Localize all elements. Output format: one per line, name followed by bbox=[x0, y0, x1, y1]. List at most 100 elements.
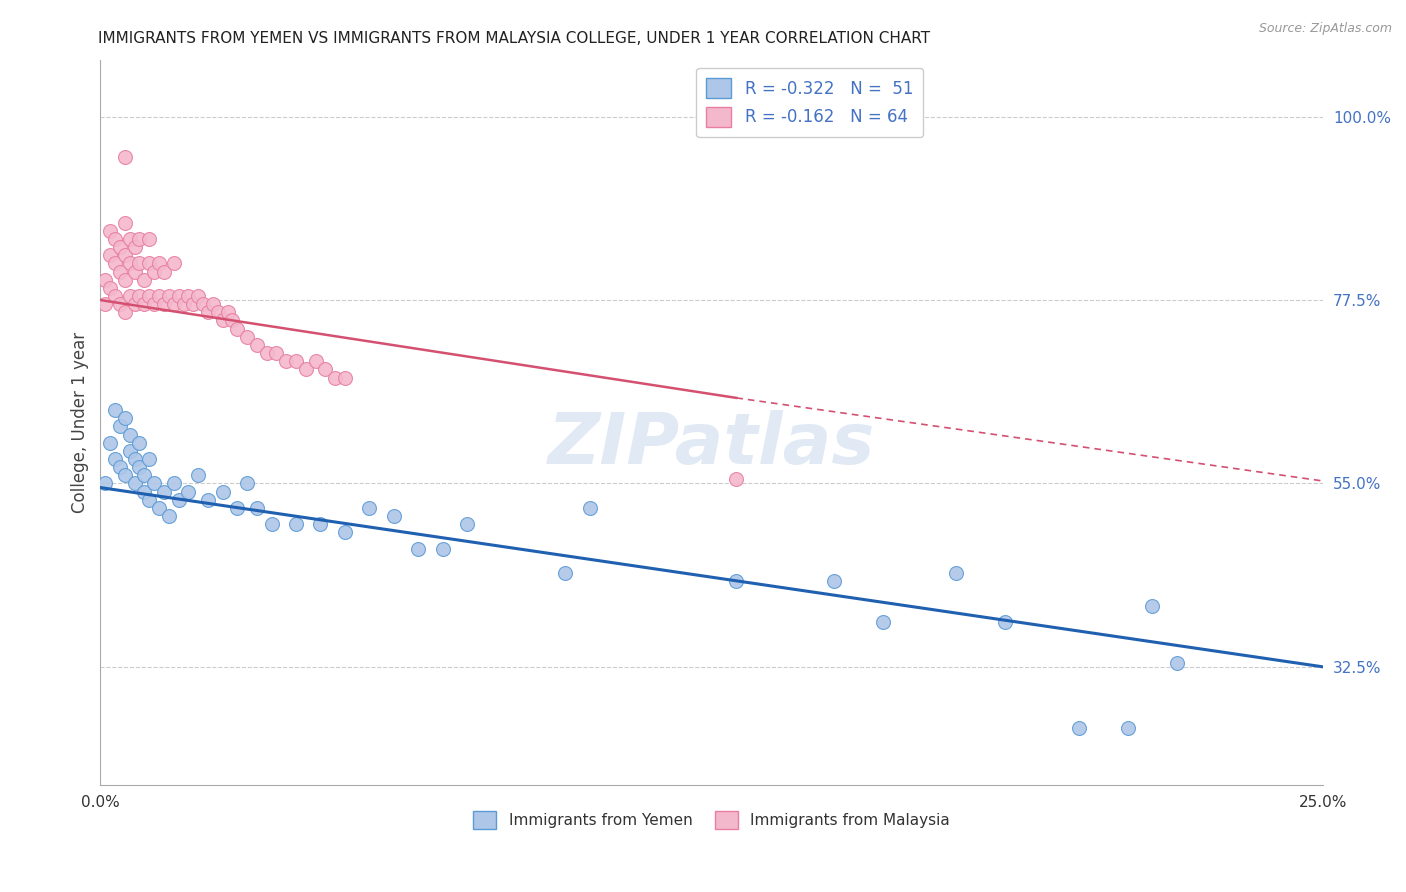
Point bbox=[167, 492, 190, 507]
Point bbox=[333, 370, 356, 384]
Point bbox=[945, 566, 967, 581]
Point bbox=[163, 297, 186, 311]
Point bbox=[124, 476, 146, 491]
Point bbox=[143, 297, 166, 311]
Point bbox=[236, 476, 259, 491]
Point bbox=[104, 403, 127, 417]
Point bbox=[408, 541, 430, 556]
Point bbox=[124, 297, 146, 311]
Point bbox=[138, 256, 160, 270]
Point bbox=[294, 362, 316, 376]
Point bbox=[94, 476, 117, 491]
Point bbox=[823, 574, 845, 589]
Point bbox=[173, 297, 195, 311]
Point bbox=[872, 615, 894, 629]
Point bbox=[309, 517, 332, 532]
Point bbox=[104, 256, 127, 270]
Point bbox=[108, 297, 131, 311]
Point bbox=[108, 460, 131, 475]
Point bbox=[128, 460, 150, 475]
Point bbox=[108, 264, 131, 278]
Point bbox=[211, 313, 233, 327]
Point bbox=[94, 273, 117, 287]
Point bbox=[143, 476, 166, 491]
Point bbox=[323, 370, 346, 384]
Point bbox=[114, 468, 136, 483]
Point bbox=[118, 232, 141, 246]
Point bbox=[104, 289, 127, 303]
Point bbox=[118, 289, 141, 303]
Point bbox=[124, 264, 146, 278]
Point bbox=[128, 435, 150, 450]
Point bbox=[153, 484, 176, 499]
Point bbox=[134, 484, 156, 499]
Point bbox=[197, 492, 219, 507]
Point bbox=[554, 566, 576, 581]
Point bbox=[153, 264, 176, 278]
Point bbox=[382, 509, 405, 524]
Point bbox=[197, 305, 219, 319]
Point bbox=[98, 435, 121, 450]
Point bbox=[124, 452, 146, 467]
Y-axis label: College, Under 1 year: College, Under 1 year bbox=[72, 332, 89, 513]
Point bbox=[138, 289, 160, 303]
Point bbox=[217, 305, 239, 319]
Point bbox=[236, 330, 259, 344]
Point bbox=[725, 472, 748, 486]
Point bbox=[276, 354, 298, 368]
Point bbox=[333, 525, 356, 540]
Point bbox=[124, 240, 146, 254]
Point bbox=[98, 224, 121, 238]
Point bbox=[207, 305, 229, 319]
Point bbox=[1067, 721, 1090, 735]
Point bbox=[226, 500, 249, 515]
Point bbox=[153, 297, 176, 311]
Point bbox=[128, 289, 150, 303]
Point bbox=[191, 297, 214, 311]
Point bbox=[285, 354, 308, 368]
Point bbox=[98, 248, 121, 262]
Point bbox=[104, 452, 127, 467]
Point bbox=[181, 297, 204, 311]
Point bbox=[246, 338, 269, 352]
Point bbox=[157, 289, 180, 303]
Point bbox=[94, 297, 117, 311]
Point bbox=[128, 256, 150, 270]
Point bbox=[260, 517, 283, 532]
Point bbox=[432, 541, 454, 556]
Point bbox=[118, 256, 141, 270]
Point bbox=[201, 297, 224, 311]
Point bbox=[104, 232, 127, 246]
Point bbox=[134, 273, 156, 287]
Point bbox=[994, 615, 1017, 629]
Point bbox=[118, 443, 141, 458]
Point bbox=[108, 419, 131, 434]
Point bbox=[304, 354, 326, 368]
Point bbox=[256, 346, 278, 360]
Point bbox=[1140, 599, 1163, 613]
Point bbox=[114, 216, 136, 230]
Point bbox=[143, 264, 166, 278]
Point bbox=[246, 500, 269, 515]
Point bbox=[114, 150, 136, 164]
Point bbox=[128, 232, 150, 246]
Point bbox=[98, 281, 121, 295]
Text: Source: ZipAtlas.com: Source: ZipAtlas.com bbox=[1258, 22, 1392, 36]
Point bbox=[359, 500, 381, 515]
Point bbox=[226, 321, 249, 335]
Legend: Immigrants from Yemen, Immigrants from Malaysia: Immigrants from Yemen, Immigrants from M… bbox=[467, 805, 956, 836]
Point bbox=[456, 517, 478, 532]
Point bbox=[108, 240, 131, 254]
Point bbox=[134, 297, 156, 311]
Point bbox=[148, 256, 170, 270]
Point bbox=[114, 411, 136, 425]
Point bbox=[148, 500, 170, 515]
Point bbox=[177, 289, 200, 303]
Point bbox=[163, 256, 186, 270]
Point bbox=[187, 289, 209, 303]
Text: ZIPatlas: ZIPatlas bbox=[548, 409, 876, 479]
Point bbox=[285, 517, 308, 532]
Point bbox=[114, 305, 136, 319]
Point bbox=[211, 484, 233, 499]
Point bbox=[187, 468, 209, 483]
